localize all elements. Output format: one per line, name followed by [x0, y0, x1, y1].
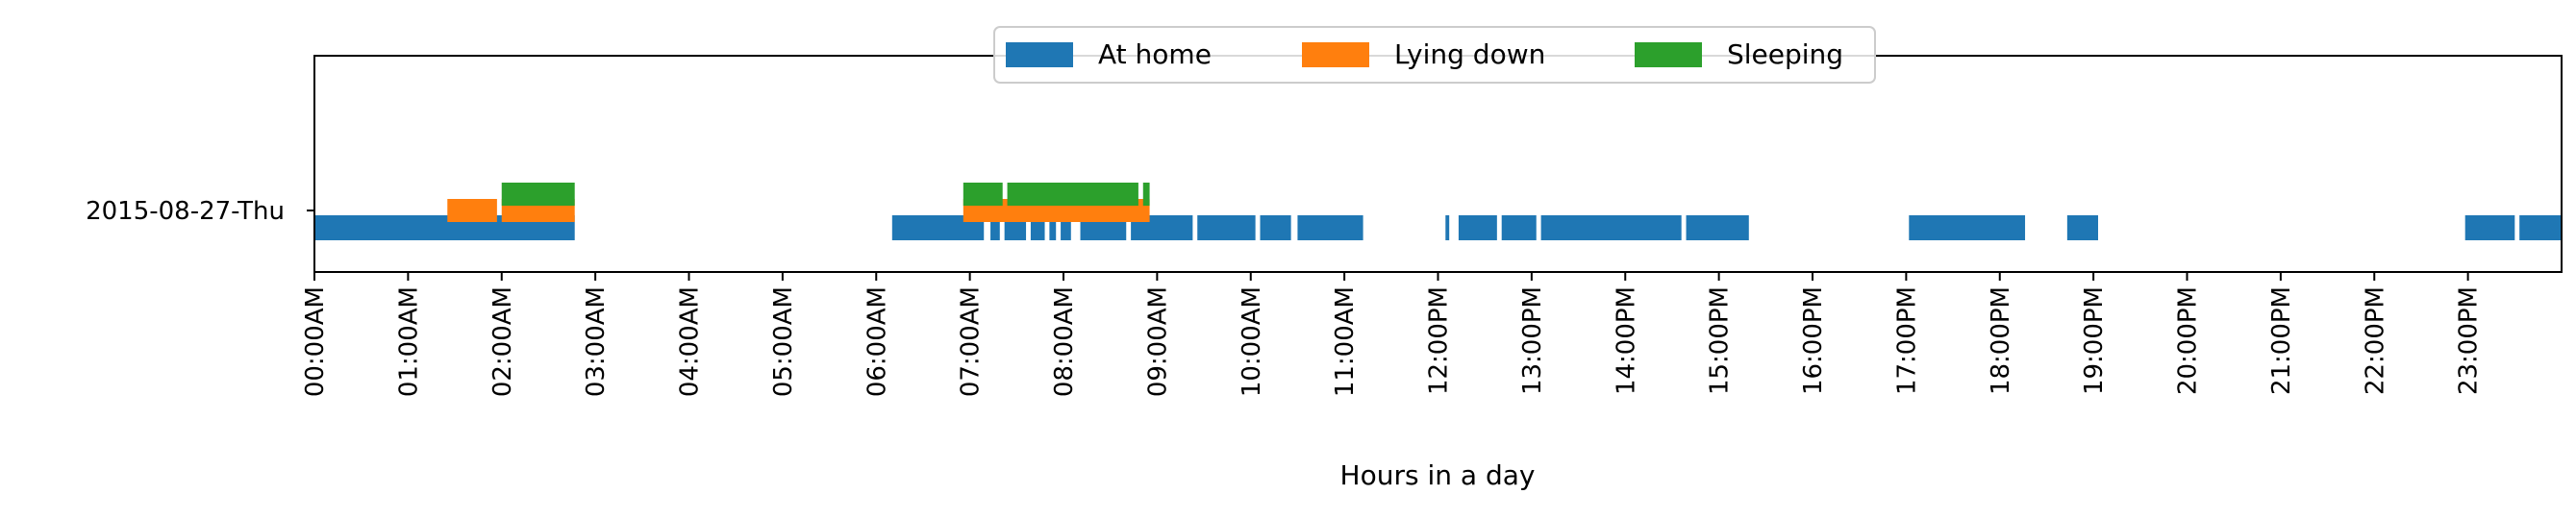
x-tick-label: 04:00AM	[676, 286, 705, 397]
x-tick-label: 18:00PM	[1987, 286, 2015, 395]
bar-at-home-10	[1260, 215, 1291, 240]
x-tick-label: 19:00PM	[2080, 286, 2109, 395]
bar-at-home-17	[1909, 215, 2026, 240]
legend-swatch	[1635, 42, 1702, 67]
plot-frame	[313, 55, 2563, 273]
bar-at-home-11	[1297, 215, 1363, 240]
bar-at-home-19	[2464, 215, 2515, 240]
x-tick-label: 00:00AM	[301, 286, 330, 397]
bar-at-home-20	[2519, 215, 2562, 240]
x-tick-label: 05:00AM	[769, 286, 798, 397]
legend: At home Lying down Sleeping	[993, 26, 1876, 84]
bar-at-home-18	[2066, 215, 2098, 240]
x-tick-label: 11:00AM	[1331, 286, 1360, 397]
x-axis-label: Hours in a day	[1340, 459, 1536, 491]
bar-at-home-2	[990, 215, 1000, 240]
legend-swatch	[1006, 42, 1073, 67]
legend-label: Lying down	[1394, 38, 1545, 70]
x-tick-label: 06:00AM	[863, 286, 891, 397]
x-tick-label: 14:00PM	[1612, 286, 1640, 395]
x-tick-label: 08:00AM	[1050, 286, 1079, 397]
legend-label: Sleeping	[1727, 38, 1843, 70]
legend-label: At home	[1098, 38, 1212, 70]
legend-box	[993, 26, 1876, 84]
legend-swatch	[1302, 42, 1369, 67]
x-tick-label: 23:00PM	[2455, 286, 2484, 395]
x-tick-label: 10:00AM	[1238, 286, 1266, 397]
bar-at-home-9	[1197, 215, 1256, 240]
bar-lying-down-0	[447, 199, 497, 222]
bar-at-home-5	[1049, 215, 1057, 240]
x-tick-label: 09:00AM	[1143, 286, 1172, 397]
x-tick-label: 21:00PM	[2267, 286, 2296, 395]
x-tick-label: 15:00PM	[1706, 286, 1735, 395]
bar-at-home-12	[1445, 215, 1450, 240]
bar-sleeping-0	[501, 183, 575, 206]
x-tick-label: 03:00AM	[582, 286, 611, 397]
x-tick-label: 17:00PM	[1892, 286, 1921, 395]
x-tick-label: 07:00AM	[957, 286, 986, 397]
bar-sleeping-3	[1142, 183, 1150, 206]
x-tick-label: 01:00AM	[394, 286, 423, 397]
x-axis-ticks: 00:00AM 01:00AM 02:00AM 03:00AM 04:00AM 05:00…	[301, 272, 2484, 397]
x-tick-label: 22:00PM	[2361, 286, 2389, 395]
bars-layer	[314, 183, 2562, 240]
x-tick-label: 16:00PM	[1799, 286, 1828, 395]
bar-at-home-13	[1458, 215, 1497, 240]
x-tick-label: 20:00PM	[2174, 286, 2203, 395]
bar-at-home-6	[1061, 215, 1071, 240]
x-tick-label: 02:00AM	[488, 286, 517, 397]
bar-at-home-16	[1686, 215, 1749, 240]
y-axis-tick: 2015-08-27-Thu	[86, 197, 314, 226]
x-tick-label: 13:00PM	[1518, 286, 1547, 395]
legend-items: At home Lying down Sleeping	[1006, 38, 1843, 70]
y-tick-label: 2015-08-27-Thu	[86, 197, 285, 226]
bar-sleeping-2	[1007, 183, 1138, 206]
x-tick-label: 12:00PM	[1425, 286, 1454, 395]
bar-at-home-14	[1501, 215, 1537, 240]
bar-sleeping-1	[963, 183, 1003, 206]
bar-at-home-15	[1540, 215, 1682, 240]
